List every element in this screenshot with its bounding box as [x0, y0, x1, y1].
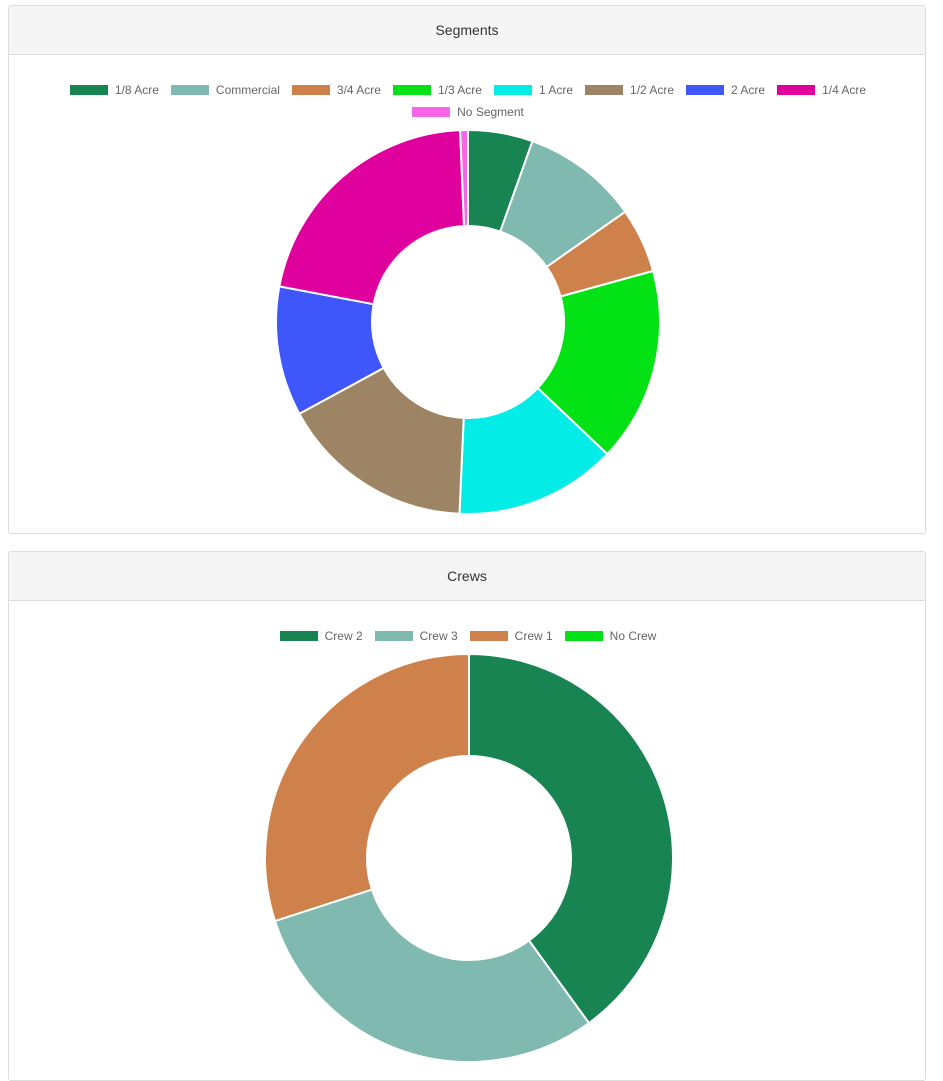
segments-panel-title: Segments	[9, 6, 925, 55]
legend-label: Crew 1	[514, 629, 553, 643]
legend-label: No Segment	[457, 105, 524, 119]
legend-label: Crew 2	[324, 629, 363, 643]
legend-item-1-acre[interactable]: 1 Acre	[493, 82, 574, 98]
legend-swatch	[392, 85, 431, 95]
slice-1-4-acre[interactable]	[278, 129, 466, 306]
legend-label: Crew 3	[419, 629, 458, 643]
legend-swatch	[279, 631, 318, 641]
legend-label: 1/3 Acre	[437, 83, 482, 97]
legend-swatch	[374, 631, 413, 641]
legend-item-crew-1[interactable]: Crew 1	[469, 628, 553, 644]
legend-swatch	[412, 107, 451, 117]
legend-label: 1/2 Acre	[630, 83, 675, 97]
slice-crew-3[interactable]	[273, 888, 591, 1063]
legend-label: 1 Acre	[538, 83, 574, 97]
legend-item-2-acre[interactable]: 2 Acre	[686, 82, 765, 98]
legend-item-1-8-acre[interactable]: 1/8 Acre	[69, 82, 159, 98]
segments-panel: Segments 1/8 Acre Commercial 3/4 Acre 1/3 A…	[8, 5, 926, 534]
crews-legend: Crew 2 Crew 3 Crew 1 No Crew	[9, 628, 927, 644]
legend-swatch	[469, 631, 508, 641]
legend-label: Commercial	[215, 83, 280, 97]
legend-item-no-segment[interactable]: No Segment	[412, 104, 524, 120]
legend-label: No Crew	[609, 629, 657, 643]
legend-label: 1/8 Acre	[114, 83, 159, 97]
legend-label: 3/4 Acre	[336, 83, 381, 97]
legend-label: 1/4 Acre	[822, 83, 867, 97]
crews-donut-chart	[264, 652, 674, 1063]
legend-item-crew-3[interactable]: Crew 3	[374, 628, 458, 644]
legend-swatch	[585, 85, 624, 95]
legend-swatch	[686, 85, 725, 95]
legend-item-commercial[interactable]: Commercial	[170, 82, 280, 98]
legend-item-1-2-acre[interactable]: 1/2 Acre	[585, 82, 674, 98]
slice-1-2-acre[interactable]	[298, 366, 465, 515]
legend-item-no-crew[interactable]: No Crew	[564, 628, 657, 644]
segments-donut-chart	[275, 128, 661, 515]
legend-swatch	[564, 631, 603, 641]
legend-label: 2 Acre	[731, 83, 766, 97]
legend-swatch	[170, 85, 209, 95]
slice-crew-2[interactable]	[468, 652, 674, 1025]
legend-item-3-4-acre[interactable]: 3/4 Acre	[291, 82, 381, 98]
legend-item-1-4-acre[interactable]: 1/4 Acre	[777, 82, 866, 98]
legend-swatch	[69, 85, 108, 95]
legend-item-crew-2[interactable]: Crew 2	[279, 628, 363, 644]
crews-panel-title: Crews	[9, 552, 925, 601]
slice-no-segment[interactable]	[459, 128, 469, 228]
legend-swatch	[291, 85, 330, 95]
slice-1-3-acre[interactable]	[536, 269, 661, 456]
crews-panel: Crews Crew 2 Crew 3 Crew 1 No Crew	[8, 551, 926, 1081]
segments-legend: 1/8 Acre Commercial 3/4 Acre 1/3 Acre 1 Acre…	[9, 82, 927, 120]
legend-item-1-3-acre[interactable]: 1/3 Acre	[392, 82, 482, 98]
legend-swatch	[493, 85, 532, 95]
legend-swatch	[777, 85, 816, 95]
slice-crew-1[interactable]	[264, 652, 470, 923]
